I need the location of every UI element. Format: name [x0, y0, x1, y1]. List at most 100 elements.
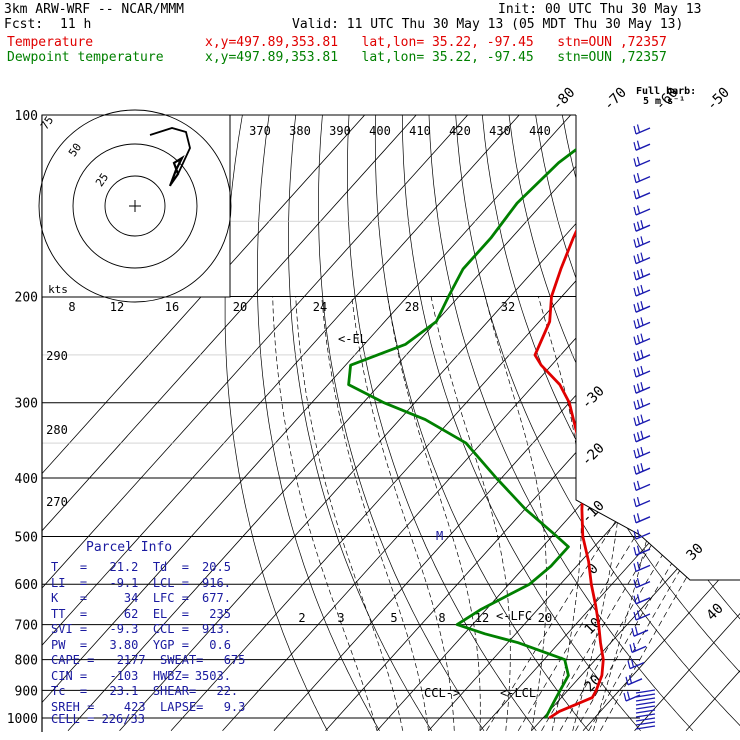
parcel-value-2: 235 — [209, 606, 231, 621]
moist-adiabat-20 — [484, 296, 547, 731]
wind-barb-flag-12-2 — [640, 317, 644, 326]
parcel-eq: = — [72, 668, 95, 683]
wind-barb-3 — [635, 175, 651, 184]
wind-barb-flag-21-0 — [633, 466, 637, 475]
parcel-key: CIN — [51, 668, 73, 683]
dry-adiabat-350 — [508, 115, 740, 732]
wind-barb-flag-28-0 — [633, 579, 637, 588]
pressure-label-300: 300 — [15, 397, 38, 412]
wind-barb-flag-30-0 — [633, 611, 637, 621]
parcel-key-2: SHEAR= — [138, 684, 197, 698]
wind-barb-flag-13-2 — [640, 333, 644, 342]
hodo-ring-label-50: 50 — [66, 141, 84, 159]
parcel-key-2: CCL = — [138, 622, 189, 636]
surface-barb-6 — [635, 713, 656, 718]
parcel-value: -103 — [109, 668, 139, 683]
temp-label--30: -30 — [579, 383, 608, 412]
wind-barb-flag-13-0 — [633, 336, 637, 345]
mixing-upper-28: 28 — [405, 300, 419, 314]
surface-barb-9 — [635, 725, 656, 730]
level-annotation-3: <-LCL — [500, 686, 536, 700]
wind-barb-flag-30-1 — [636, 610, 641, 619]
parcel-key: Tc — [51, 684, 73, 698]
forecast-hour: 11 h — [60, 17, 92, 32]
theta-left-290: 290 — [46, 349, 68, 363]
theta-label-420: 420 — [449, 124, 471, 138]
wind-barb-flag-5-0 — [633, 206, 637, 216]
mixing-ratio-lines — [486, 296, 740, 731]
parcel-key: SREH — [51, 699, 80, 714]
temp-label--20: -20 — [579, 440, 608, 469]
mixing-upper-12: 12 — [110, 300, 124, 314]
model-title: 3km ARW-WRF -- NCAR/MMM — [4, 2, 185, 17]
wind-barb-35 — [625, 694, 641, 702]
parcel-eq: = — [79, 699, 102, 714]
moist-adiabat-5 — [351, 296, 455, 731]
parcel-eq: = — [72, 606, 95, 621]
parcel-value-2: 9.3 — [223, 699, 246, 714]
wind-barb-31 — [633, 629, 649, 637]
moist-adiabat-24 — [538, 296, 582, 731]
parcel-row: SVI = -9.3 CCL = 913. — [51, 622, 231, 638]
parcel-key-2: YGP = — [138, 637, 189, 652]
wind-barb-26 — [635, 548, 651, 556]
isotherm-20 — [531, 115, 740, 732]
parcel-row: PW = 3.80 YGP = 0.6 — [51, 638, 231, 654]
parcel-row: T = 21.2 Td = 20.5 — [51, 560, 231, 576]
surface-barb-1 — [635, 693, 656, 698]
theta-label-410: 410 — [409, 124, 431, 138]
forecast-label: Fcst: — [4, 17, 44, 32]
wind-barb-flag-16-2 — [640, 382, 644, 391]
parcel-value: -9.3 — [109, 622, 139, 636]
parcel-key-2: HWBZ= — [138, 668, 189, 683]
temp-label--80: -80 — [549, 85, 578, 114]
wind-barb-flag-24-1 — [636, 513, 641, 522]
dry-adiabat-370 — [561, 115, 740, 732]
temperature-location: x,y=497.89,353.81 lat,lon= 35.22, -97.45… — [205, 35, 667, 50]
parcel-key: T — [51, 560, 73, 574]
temp-label-30: 30 — [684, 541, 707, 564]
level-annotation-1: <-LFC — [496, 609, 532, 623]
dry-adiabat-300 — [374, 115, 589, 732]
wind-barb-flag-18-2 — [640, 414, 644, 423]
dry-adiabat-320 — [428, 115, 694, 732]
mixing-upper-20: 20 — [233, 300, 247, 314]
parcel-eq: = — [79, 653, 102, 667]
surface-barb-4 — [635, 705, 656, 710]
wind-barb-flag-16-1 — [636, 383, 641, 392]
dewpoint-legend: Dewpoint temperature — [7, 50, 164, 65]
dry-adiabat-270 — [288, 115, 433, 731]
hodo-unit-label: kts — [48, 283, 68, 296]
wind-barb-flag-17-1 — [636, 399, 641, 409]
wind-barb-flag-10-1 — [636, 286, 641, 295]
dry-adiabat-260 — [257, 115, 380, 731]
theta-label-380: 380 — [289, 124, 311, 138]
parcel-eq: = — [72, 560, 95, 574]
pressure-label-700: 700 — [15, 619, 38, 634]
isotherm-30 — [582, 115, 740, 732]
isotherm--90 — [42, 115, 520, 732]
parcel-cell: CELL = 226/33 — [51, 712, 145, 726]
parcel-value-2: 675 — [223, 653, 246, 667]
wind-barb-flag-17-0 — [633, 401, 637, 410]
level-annotations: <-EL <-LFC CCL-> <-LCL M — [338, 332, 536, 700]
wind-barb-flag-22-0 — [633, 482, 637, 491]
wind-barb-34 — [627, 678, 643, 686]
wind-barb-flag-2-1 — [636, 156, 641, 166]
parcel-value: 34 — [123, 591, 139, 605]
parcel-eq: = — [72, 622, 95, 636]
parcel-row: LI = -9.1 LCL = 916. — [51, 576, 231, 592]
wind-barb-flag-10-0 — [633, 287, 637, 297]
theta-label-390: 390 — [329, 124, 351, 138]
wind-barb-flag-33-1 — [630, 658, 635, 668]
wind-barb-flag-5-1 — [636, 205, 641, 214]
wind-barb-flag-21-2 — [640, 463, 644, 472]
wind-barb-25 — [635, 532, 651, 540]
moist-adiabat-0 — [321, 296, 429, 731]
parcel-info-title: Parcel Info — [86, 540, 173, 555]
mixing-lower-2: 2 — [298, 611, 305, 625]
wind-barb-flag-12-0 — [633, 320, 637, 329]
wind-barb-flag-22-1 — [636, 480, 641, 490]
wind-barb-flag-19-2 — [640, 430, 644, 439]
